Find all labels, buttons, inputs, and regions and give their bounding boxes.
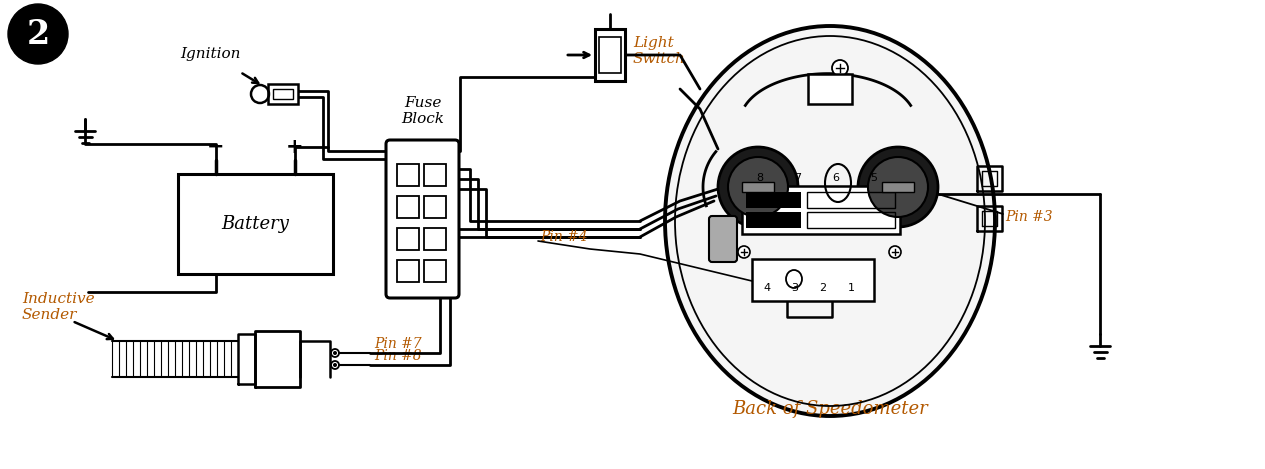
Ellipse shape bbox=[665, 26, 996, 416]
Circle shape bbox=[889, 246, 901, 258]
Bar bbox=[751, 259, 874, 301]
Bar bbox=[600, 37, 621, 73]
Circle shape bbox=[858, 147, 939, 227]
Bar bbox=[746, 192, 801, 208]
Bar bbox=[397, 260, 419, 282]
Bar bbox=[424, 164, 447, 186]
Bar bbox=[807, 212, 896, 228]
Circle shape bbox=[8, 4, 68, 64]
Circle shape bbox=[737, 246, 750, 258]
Bar bbox=[808, 74, 853, 104]
Bar bbox=[743, 182, 774, 192]
Text: 5: 5 bbox=[870, 173, 878, 183]
Text: −: − bbox=[207, 137, 225, 157]
Text: Battery: Battery bbox=[221, 215, 290, 233]
Circle shape bbox=[719, 147, 798, 227]
Text: Inductive
Sender: Inductive Sender bbox=[22, 292, 95, 322]
Text: 7: 7 bbox=[794, 173, 802, 183]
Bar bbox=[397, 164, 419, 186]
Bar bbox=[268, 84, 299, 104]
Bar bbox=[178, 174, 333, 274]
Circle shape bbox=[832, 60, 848, 76]
Bar bbox=[424, 260, 447, 282]
Bar bbox=[424, 228, 447, 250]
Circle shape bbox=[868, 157, 929, 217]
Text: Pin #4: Pin #4 bbox=[540, 230, 588, 244]
Bar bbox=[807, 192, 896, 208]
Bar bbox=[746, 212, 801, 228]
Text: 2: 2 bbox=[27, 17, 49, 51]
Bar bbox=[397, 228, 419, 250]
Text: Ignition: Ignition bbox=[180, 47, 240, 61]
Bar bbox=[743, 186, 899, 234]
Text: Pin #7: Pin #7 bbox=[374, 337, 421, 351]
Text: Fuse
Block: Fuse Block bbox=[401, 96, 444, 126]
FancyBboxPatch shape bbox=[708, 216, 737, 262]
Text: 1: 1 bbox=[848, 283, 854, 293]
FancyBboxPatch shape bbox=[386, 140, 459, 298]
Text: 2: 2 bbox=[820, 283, 826, 293]
Text: 6: 6 bbox=[832, 173, 840, 183]
Bar bbox=[882, 182, 915, 192]
Text: Light
Switch: Light Switch bbox=[632, 36, 686, 66]
Circle shape bbox=[333, 351, 336, 355]
Text: Pin #3: Pin #3 bbox=[1004, 210, 1052, 224]
Bar bbox=[424, 196, 447, 218]
Text: +: + bbox=[286, 137, 304, 157]
Text: 3: 3 bbox=[792, 283, 798, 293]
Text: 8: 8 bbox=[756, 173, 764, 183]
Bar bbox=[595, 29, 625, 81]
Bar bbox=[397, 196, 419, 218]
Bar bbox=[273, 89, 293, 99]
Text: 4: 4 bbox=[764, 283, 770, 293]
Circle shape bbox=[727, 157, 788, 217]
Circle shape bbox=[333, 363, 336, 367]
Text: Pin #8: Pin #8 bbox=[374, 349, 421, 363]
Text: Back of Speedometer: Back of Speedometer bbox=[732, 400, 927, 418]
